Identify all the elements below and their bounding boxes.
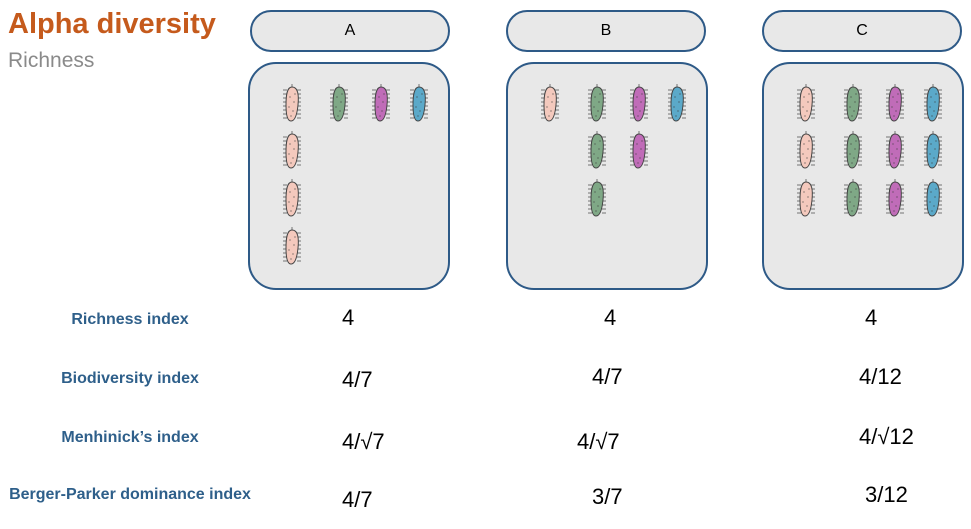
sample-name: C <box>856 22 868 39</box>
sample-name: B <box>600 22 612 39</box>
sample-box-b <box>506 62 708 290</box>
sample-box-c <box>762 62 964 290</box>
microbe-icon <box>283 84 301 122</box>
microbe-icon <box>410 84 428 122</box>
microbe-icon <box>886 84 904 122</box>
microbe-icon <box>283 179 301 217</box>
metric-value: 4/7 <box>342 487 373 512</box>
microbe-icon <box>588 84 606 122</box>
microbe-icon <box>541 84 559 122</box>
microbe-icon <box>924 84 942 122</box>
microbe-icon <box>797 179 815 217</box>
metric-value: 3/12 <box>865 482 908 507</box>
metric-value: 4/√7 <box>577 429 620 454</box>
metric-value: 4 <box>865 305 878 330</box>
microbe-icon <box>372 84 390 122</box>
metric-value: 4/√12 <box>859 424 914 449</box>
microbe-icon <box>330 84 348 122</box>
microbe-icon <box>844 131 862 169</box>
microbe-icon <box>668 84 686 122</box>
sample-header-c: C <box>762 10 962 52</box>
microbe-icon <box>588 179 606 217</box>
page-subtitle: Richness <box>8 49 95 72</box>
metric-value: 4/7 <box>592 364 623 389</box>
microbe-icon <box>844 179 862 217</box>
microbe-icon <box>283 131 301 169</box>
metric-label-richness: Richness index <box>71 311 189 328</box>
metric-label-menhinick: Menhinick’s index <box>61 429 199 446</box>
metric-value: 4/√7 <box>342 429 385 454</box>
page-title: Alpha diversity <box>8 8 216 40</box>
metric-value: 3/7 <box>592 484 623 509</box>
microbe-icon <box>588 131 606 169</box>
metric-value: 4/12 <box>859 364 902 389</box>
sample-box-a <box>248 62 450 290</box>
microbe-icon <box>886 131 904 169</box>
metric-label-biodiversity: Biodiversity index <box>61 370 199 387</box>
microbe-icon <box>886 179 904 217</box>
sample-header-b: B <box>506 10 706 52</box>
sample-name: A <box>344 22 356 39</box>
microbe-icon <box>924 179 942 217</box>
microbe-icon <box>630 131 648 169</box>
metric-value: 4 <box>604 305 617 330</box>
sample-header-a: A <box>250 10 450 52</box>
metric-label-berger-parker: Berger-Parker dominance index <box>9 486 251 503</box>
metric-value: 4 <box>342 305 355 330</box>
microbe-icon <box>797 131 815 169</box>
microbe-icon <box>844 84 862 122</box>
microbe-icon <box>630 84 648 122</box>
microbe-icon <box>924 131 942 169</box>
metric-value: 4/7 <box>342 367 373 392</box>
microbe-icon <box>283 227 301 265</box>
microbe-icon <box>797 84 815 122</box>
